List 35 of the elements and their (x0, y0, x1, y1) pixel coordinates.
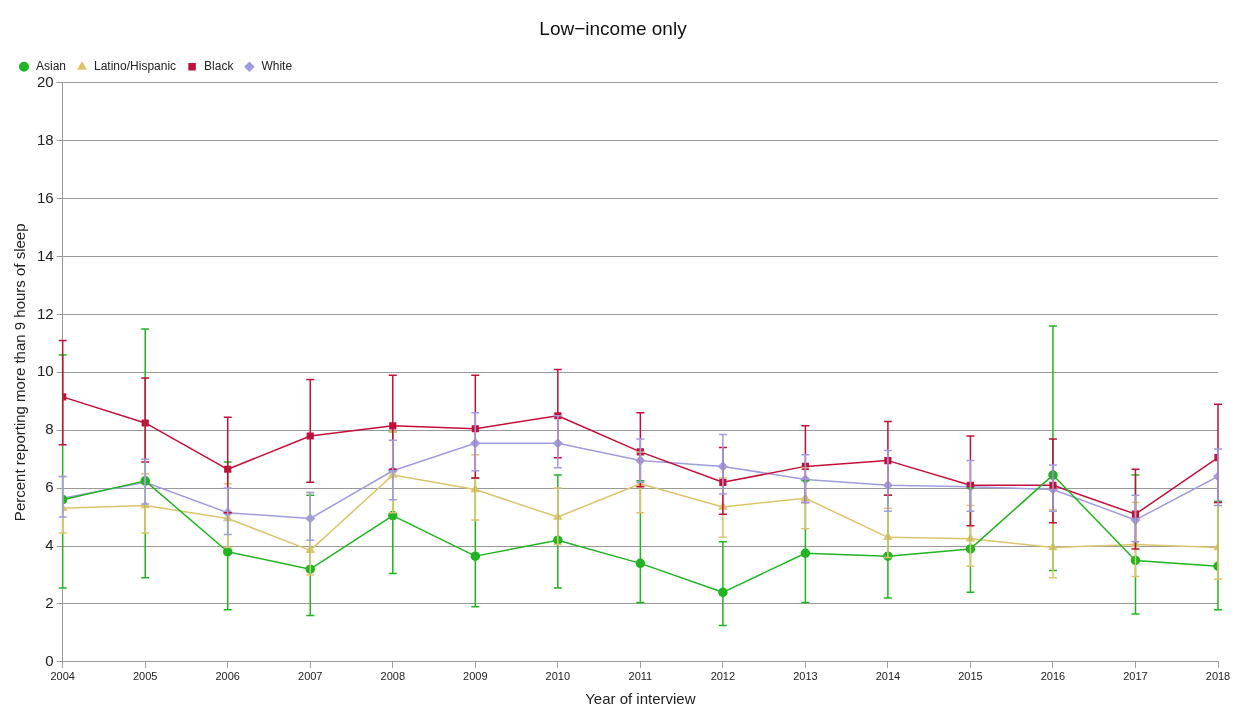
y-tick-label: 14 (37, 246, 54, 264)
legend-label: Asian (36, 59, 67, 74)
chart-title: Low−income only (539, 17, 688, 39)
x-tick-label: 2015 (958, 670, 983, 683)
point (306, 432, 314, 440)
y-axis-title: Percent reporting more than 9 hours of sleep (11, 223, 29, 522)
y-tick-label: 10 (37, 362, 54, 380)
x-tick-label: 2008 (380, 670, 406, 683)
legend-label: White (261, 59, 293, 74)
y-tick-label: 12 (37, 304, 54, 322)
y-tick-label: 0 (45, 651, 54, 669)
y-tick-label: 18 (37, 130, 54, 148)
y-tick-label: 2 (45, 594, 54, 612)
x-tick-label: 2010 (545, 670, 571, 683)
x-tick-label: 2006 (215, 670, 240, 683)
legend-label: Latino/Hispanic (94, 59, 177, 74)
legend-label: Black (204, 59, 235, 74)
x-tick-label: 2014 (875, 670, 901, 683)
x-tick-label: 2009 (463, 670, 488, 683)
y-tick-label: 16 (37, 188, 54, 206)
x-tick-label: 2012 (710, 670, 736, 683)
point (966, 534, 975, 542)
x-tick-label: 2004 (50, 670, 75, 683)
x-tick-label: 2007 (298, 670, 323, 683)
x-tick-label: 2005 (132, 670, 158, 683)
x-tick-label: 2016 (1040, 670, 1066, 683)
x-tick-label: 2011 (628, 670, 653, 683)
y-tick-label: 6 (45, 478, 54, 496)
y-tick-label: 20 (37, 72, 54, 90)
x-tick-label: 2013 (793, 670, 818, 683)
y-tick-label: 4 (45, 536, 54, 554)
x-axis-title: Year of interview (585, 690, 696, 708)
x-tick-label: 2017 (1123, 670, 1148, 683)
y-tick-label: 8 (45, 420, 54, 438)
x-tick-label: 2018 (1205, 670, 1231, 683)
